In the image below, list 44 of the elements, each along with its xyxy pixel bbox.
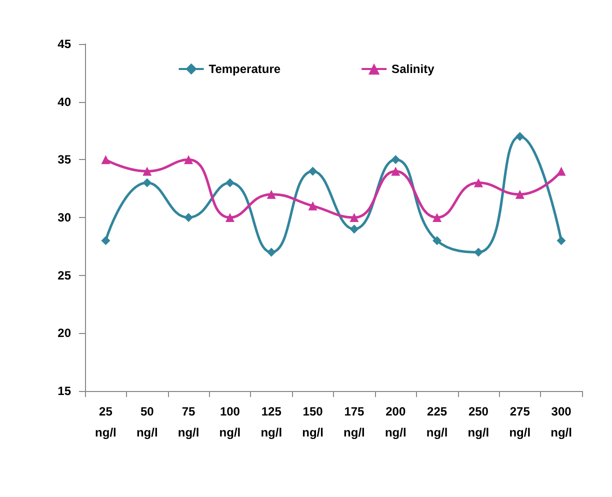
point	[556, 236, 566, 246]
point	[515, 190, 524, 199]
y-tick-label: 40	[58, 94, 72, 109]
x-tick-label: 275 ng/l	[509, 404, 531, 440]
y-tick-label: 35	[58, 152, 72, 167]
y-tick-label: 45	[58, 37, 72, 51]
legend-label: Temperature	[208, 62, 281, 76]
y-tick-label: 25	[58, 268, 72, 282]
y-tick-label: 15	[58, 384, 72, 398]
point	[350, 213, 359, 222]
point	[391, 166, 400, 176]
point	[432, 236, 442, 246]
x-tick-label: 25 ng/l	[95, 404, 116, 440]
point	[225, 213, 234, 222]
point	[474, 178, 483, 188]
x-tick-label: 50 ng/l	[136, 404, 158, 440]
point	[225, 178, 234, 188]
point	[350, 224, 359, 234]
point	[308, 201, 318, 210]
x-tick-label: 175 ng/l	[344, 404, 365, 440]
point	[391, 155, 400, 164]
y-tick-label: 20	[58, 326, 72, 340]
point	[266, 248, 276, 257]
x-tick-label: 150 ng/l	[302, 404, 324, 440]
point	[515, 132, 524, 142]
point	[142, 178, 152, 188]
point	[101, 236, 110, 246]
x-tick-label: 100 ng/l	[219, 404, 241, 440]
y-tick-label: 30	[58, 210, 72, 224]
point	[432, 213, 442, 222]
point	[474, 248, 483, 257]
point	[184, 213, 194, 222]
x-tick-label: 200 ng/l	[384, 404, 406, 440]
point	[308, 166, 318, 176]
x-tick-label: 75 ng/l	[178, 404, 200, 440]
x-tick-label: 225 ng/l	[426, 404, 448, 440]
x-tick-label: 125 ng/l	[260, 404, 282, 440]
legend-label: Salinity	[392, 62, 435, 76]
point	[101, 155, 110, 164]
x-tick-label: 300 ng/l	[550, 404, 572, 440]
point	[184, 155, 194, 164]
x-tick-label: 250 ng/l	[468, 404, 490, 440]
point	[266, 190, 276, 199]
point	[142, 166, 152, 176]
